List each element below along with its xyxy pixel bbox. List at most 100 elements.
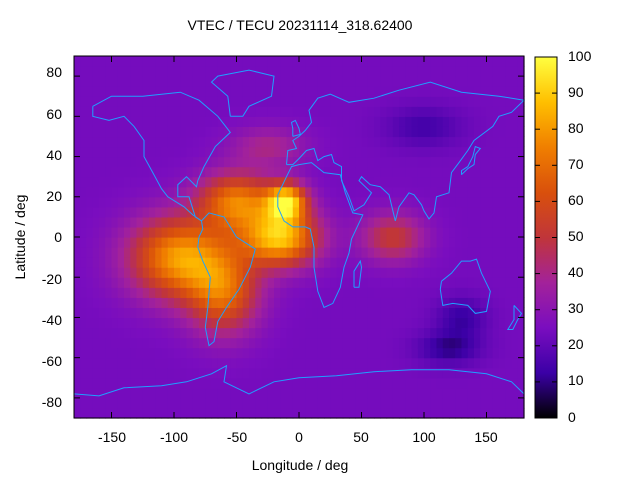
heatmap-cell [411,267,419,278]
heatmap-cell [342,106,350,117]
heatmap-cell [274,247,281,258]
heatmap-cell [180,166,188,178]
heatmap-cell [361,337,369,349]
heatmap-cell [367,257,375,268]
heatmap-cell [286,86,294,97]
heatmap-cell [105,237,113,248]
heatmap-cell [386,216,394,228]
heatmap-cell [299,206,306,218]
heatmap-cell [99,206,106,218]
heatmap-cell [417,407,425,419]
heatmap-cell [305,86,313,97]
heatmap-cell [461,277,469,288]
heatmap-cell [80,56,88,67]
heatmap-cell [199,226,206,238]
heatmap-cell [411,287,419,298]
heatmap-cell [255,196,263,208]
heatmap-cell [392,146,400,158]
heatmap-cell [517,327,525,339]
heatmap-cell [80,397,88,409]
heatmap-cell [205,377,213,389]
heatmap-cell [230,76,238,87]
heatmap-cell [311,347,319,359]
heatmap-cell [180,277,188,288]
heatmap-cell [167,226,175,238]
heatmap-cell [324,297,331,308]
heatmap-cell [361,66,369,77]
heatmap-cell [361,277,369,288]
heatmap-cell [317,327,325,339]
heatmap-cell [261,317,269,329]
heatmap-cell [255,146,263,158]
heatmap-cell [142,317,150,329]
heatmap-cell [324,196,331,208]
heatmap-cell [274,86,281,97]
heatmap-cell [242,136,250,148]
heatmap-cell [505,347,513,359]
heatmap-cell [267,86,275,97]
heatmap-cell [99,377,106,389]
heatmap-cell [130,196,138,208]
heatmap-cell [86,277,94,288]
heatmap-cell [405,106,413,117]
heatmap-cell [217,407,225,419]
heatmap-cell [486,407,494,419]
heatmap-cell [80,377,88,389]
heatmap-cell [467,247,475,258]
heatmap-cell [124,287,131,298]
heatmap-cell [374,327,381,339]
heatmap-cell [411,126,419,138]
heatmap-cell [224,337,231,349]
heatmap-cell [117,206,125,218]
heatmap-cell [492,287,500,298]
heatmap-cell [267,96,275,107]
heatmap-cell [392,277,400,288]
heatmap-cell [505,237,513,248]
heatmap-cell [292,226,300,238]
heatmap-cell [424,357,431,369]
heatmap-cell [199,337,206,349]
heatmap-cell [511,357,519,369]
heatmap-cell [124,206,131,218]
heatmap-cell [267,387,275,399]
heatmap-cell [74,367,81,379]
heatmap-cell [474,397,481,409]
heatmap-cell [342,116,350,127]
heatmap-cell [217,397,225,409]
heatmap-cell [180,106,188,117]
heatmap-cell [367,116,375,127]
heatmap-cell [267,216,275,228]
heatmap-cell [249,347,256,359]
heatmap-cell [436,367,444,379]
heatmap-cell [224,86,231,97]
heatmap-cell [211,387,219,399]
heatmap-cell [311,367,319,379]
heatmap-cell [405,397,413,409]
heatmap-cell [442,196,450,208]
heatmap-cell [230,196,238,208]
heatmap-cell [305,206,313,218]
heatmap-cell [374,297,381,308]
heatmap-cell [180,347,188,359]
heatmap-cell [274,76,281,87]
heatmap-cell [249,297,256,308]
x-tick-label: 0 [295,429,303,445]
heatmap-cell [286,257,294,268]
heatmap-cell [230,387,238,399]
heatmap-cell [399,116,406,127]
heatmap-cell [499,397,506,409]
heatmap-cell [480,86,488,97]
heatmap-cell [124,126,131,138]
heatmap-cell [242,156,250,168]
heatmap-cell [267,277,275,288]
heatmap-cell [361,247,369,258]
heatmap-cell [217,337,225,349]
heatmap-cell [286,106,294,117]
heatmap-cell [380,347,388,359]
heatmap-cell [324,257,331,268]
heatmap-cell [505,267,513,278]
heatmap-cell [424,307,431,319]
heatmap-cell [149,387,156,399]
heatmap-cell [442,106,450,117]
heatmap-cell [86,156,94,168]
